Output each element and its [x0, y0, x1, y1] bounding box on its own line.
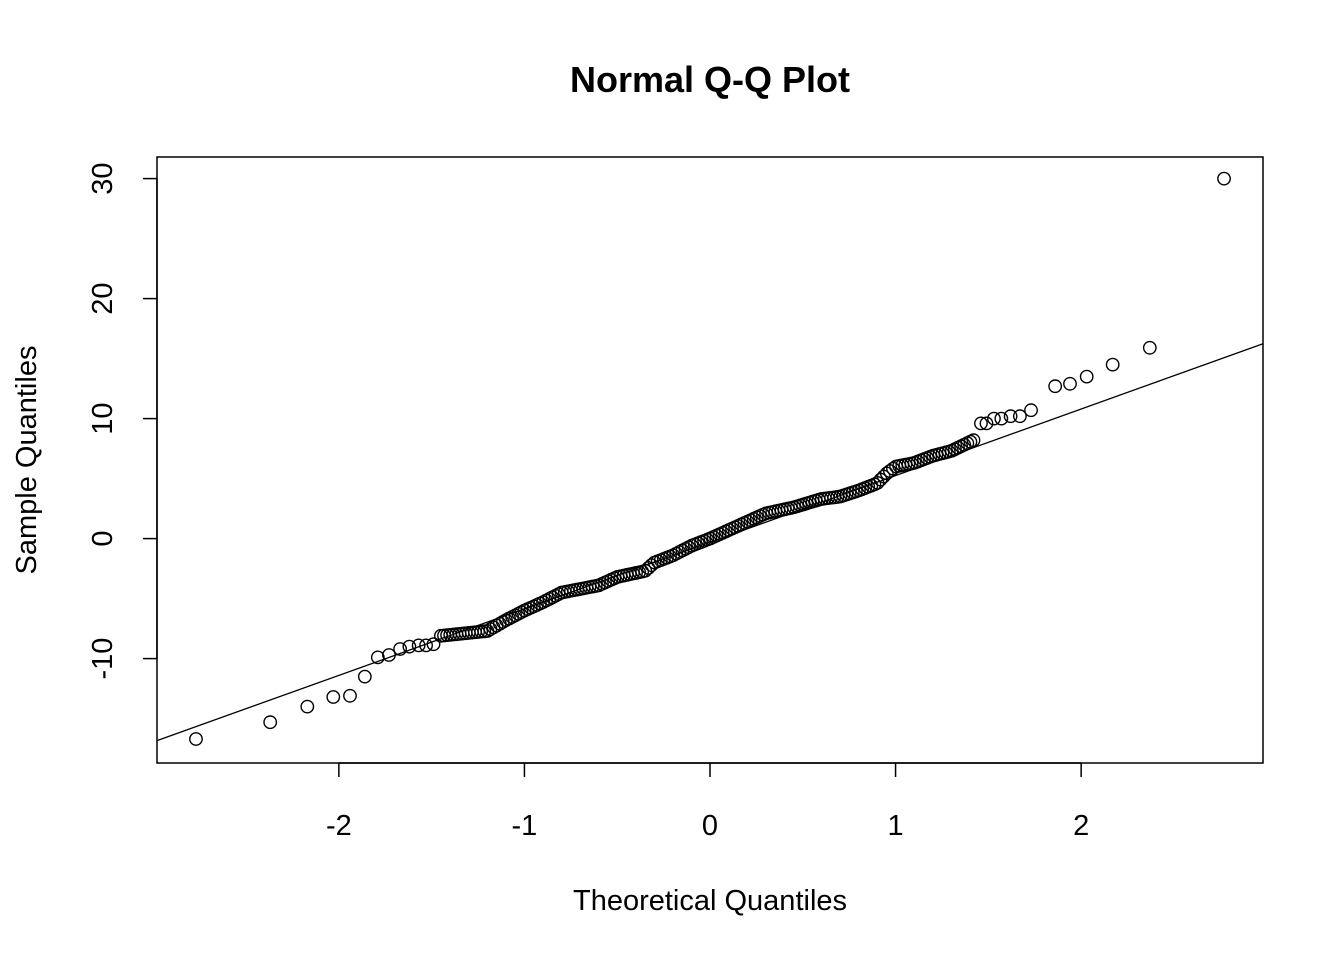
qq-point	[1217, 171, 1231, 186]
x-tick-label: -1	[512, 810, 538, 842]
qq-point	[1063, 376, 1077, 391]
y-axis: -10 0 10 20 30	[87, 162, 158, 680]
qq-point	[326, 690, 341, 704]
chart-title: Normal Q-Q Plot	[570, 59, 850, 100]
y-axis-label: Sample Quantiles	[11, 346, 43, 575]
qq-point	[370, 650, 385, 665]
qq-point	[1048, 379, 1063, 394]
x-axis-label: Theoretical Quantiles	[573, 885, 847, 917]
x-tick-label: 0	[702, 810, 718, 842]
x-tick-label: -2	[326, 810, 352, 842]
x-axis: -2 -1 0 1 2	[326, 762, 1089, 842]
y-tick-label: -10	[87, 638, 119, 680]
qq-point	[1003, 409, 1018, 424]
y-tick-label: 20	[87, 282, 119, 314]
qq-point	[1105, 357, 1120, 372]
qq-point	[966, 433, 981, 448]
qq-point	[402, 639, 417, 654]
qq-point	[263, 715, 278, 730]
qq-point	[393, 642, 407, 656]
qq-point	[189, 732, 203, 746]
qq-point	[1079, 369, 1094, 384]
points-layer	[189, 171, 1231, 746]
y-tick-label: 0	[87, 531, 119, 547]
qq-point	[987, 411, 1001, 426]
qq-point	[979, 416, 994, 431]
plot-frame	[156, 156, 1264, 764]
qq-point	[886, 461, 900, 476]
qq-point	[974, 416, 988, 431]
y-tick-label: 10	[87, 402, 119, 434]
qq-point	[419, 638, 433, 653]
qq-point	[382, 648, 396, 662]
qq-point	[300, 699, 315, 714]
qq-point	[1013, 409, 1027, 424]
qq-point	[411, 638, 426, 653]
qq-point	[426, 637, 441, 652]
y-tick-label: 30	[87, 162, 119, 194]
qq-point	[1142, 340, 1157, 355]
qq-point	[1024, 403, 1038, 418]
x-tick-label: 2	[1073, 810, 1089, 842]
qq-point	[357, 669, 372, 684]
x-tick-label: 1	[888, 810, 904, 842]
qq-point	[994, 411, 1009, 426]
qq-point	[343, 688, 357, 703]
